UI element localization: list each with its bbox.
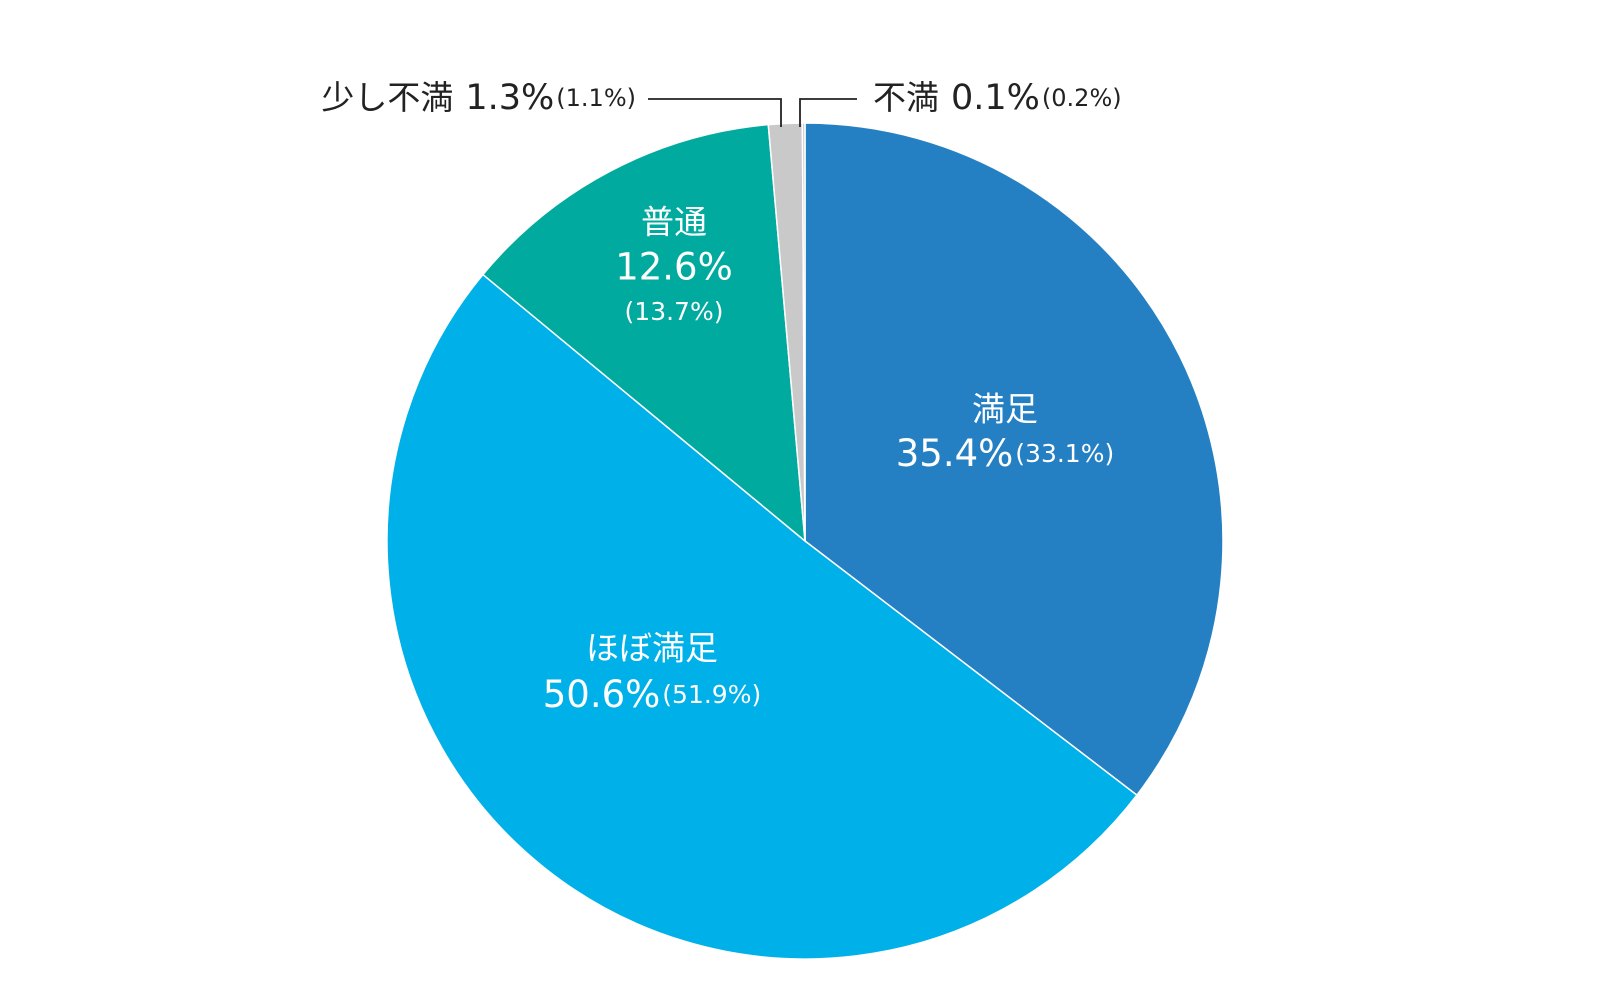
leader-line [799,98,857,127]
slice-value: 1.3% [465,78,554,118]
leader-line [648,98,782,127]
slice-value: 0.1% [951,78,1040,118]
slice-name: ほぼ満足 [586,629,718,668]
pie-slice [481,123,806,543]
slice-label: 35.4%(33.1%) [896,432,1114,475]
slice-value: 12.6% [615,246,733,289]
slice-previous: (0.2%) [1042,84,1122,112]
slice-label: 不満 0.1%(0.2%) [873,78,1122,119]
slice-value: 50.6% [543,673,661,716]
slice-name: 普通 [641,203,707,242]
slice-name: 満足 [972,390,1038,429]
pie-slice [804,122,1224,797]
slice-previous: (1.1%) [556,84,636,112]
slice-previous: (51.9%) [662,680,761,709]
slice-value: 35.4% [896,432,1014,475]
slice-previous: (33.1%) [1015,439,1114,468]
slice-name: 不満 [873,78,939,117]
slice-label: 少し不満 1.3%(1.1%) [321,78,636,119]
pie-slice [386,273,1138,960]
pie-slice [801,122,806,542]
slice-label: 50.6%(51.9%) [543,673,761,716]
slice-previous: (13.7%) [625,297,724,326]
slice-name: 少し不満 [321,78,453,117]
